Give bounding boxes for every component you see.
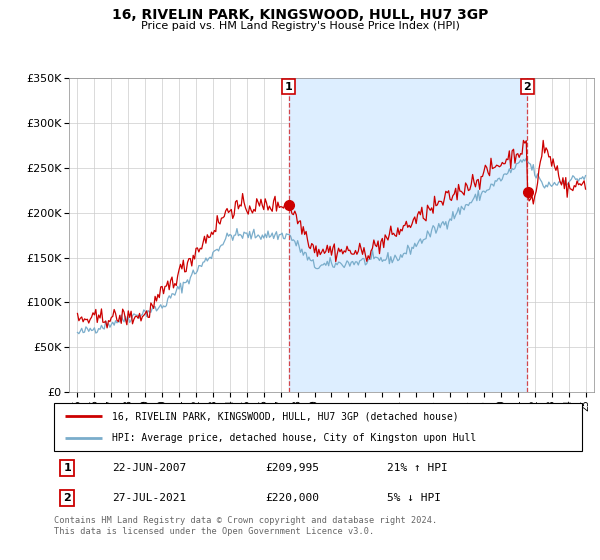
- Text: 5% ↓ HPI: 5% ↓ HPI: [386, 493, 440, 503]
- Text: 2: 2: [524, 82, 532, 91]
- Text: 22-JUN-2007: 22-JUN-2007: [112, 463, 187, 473]
- Text: 27-JUL-2021: 27-JUL-2021: [112, 493, 187, 503]
- FancyBboxPatch shape: [54, 403, 582, 451]
- Text: £209,995: £209,995: [265, 463, 319, 473]
- Bar: [289, 78, 527, 392]
- Text: 2: 2: [64, 493, 71, 503]
- Text: Price paid vs. HM Land Registry's House Price Index (HPI): Price paid vs. HM Land Registry's House …: [140, 21, 460, 31]
- Text: 1: 1: [285, 82, 293, 91]
- Text: 16, RIVELIN PARK, KINGSWOOD, HULL, HU7 3GP: 16, RIVELIN PARK, KINGSWOOD, HULL, HU7 3…: [112, 8, 488, 22]
- Text: 1: 1: [64, 463, 71, 473]
- Text: 21% ↑ HPI: 21% ↑ HPI: [386, 463, 448, 473]
- Text: £220,000: £220,000: [265, 493, 319, 503]
- Text: 16, RIVELIN PARK, KINGSWOOD, HULL, HU7 3GP (detached house): 16, RIVELIN PARK, KINGSWOOD, HULL, HU7 3…: [112, 411, 459, 421]
- Text: HPI: Average price, detached house, City of Kingston upon Hull: HPI: Average price, detached house, City…: [112, 433, 476, 443]
- Text: Contains HM Land Registry data © Crown copyright and database right 2024.
This d: Contains HM Land Registry data © Crown c…: [54, 516, 437, 536]
